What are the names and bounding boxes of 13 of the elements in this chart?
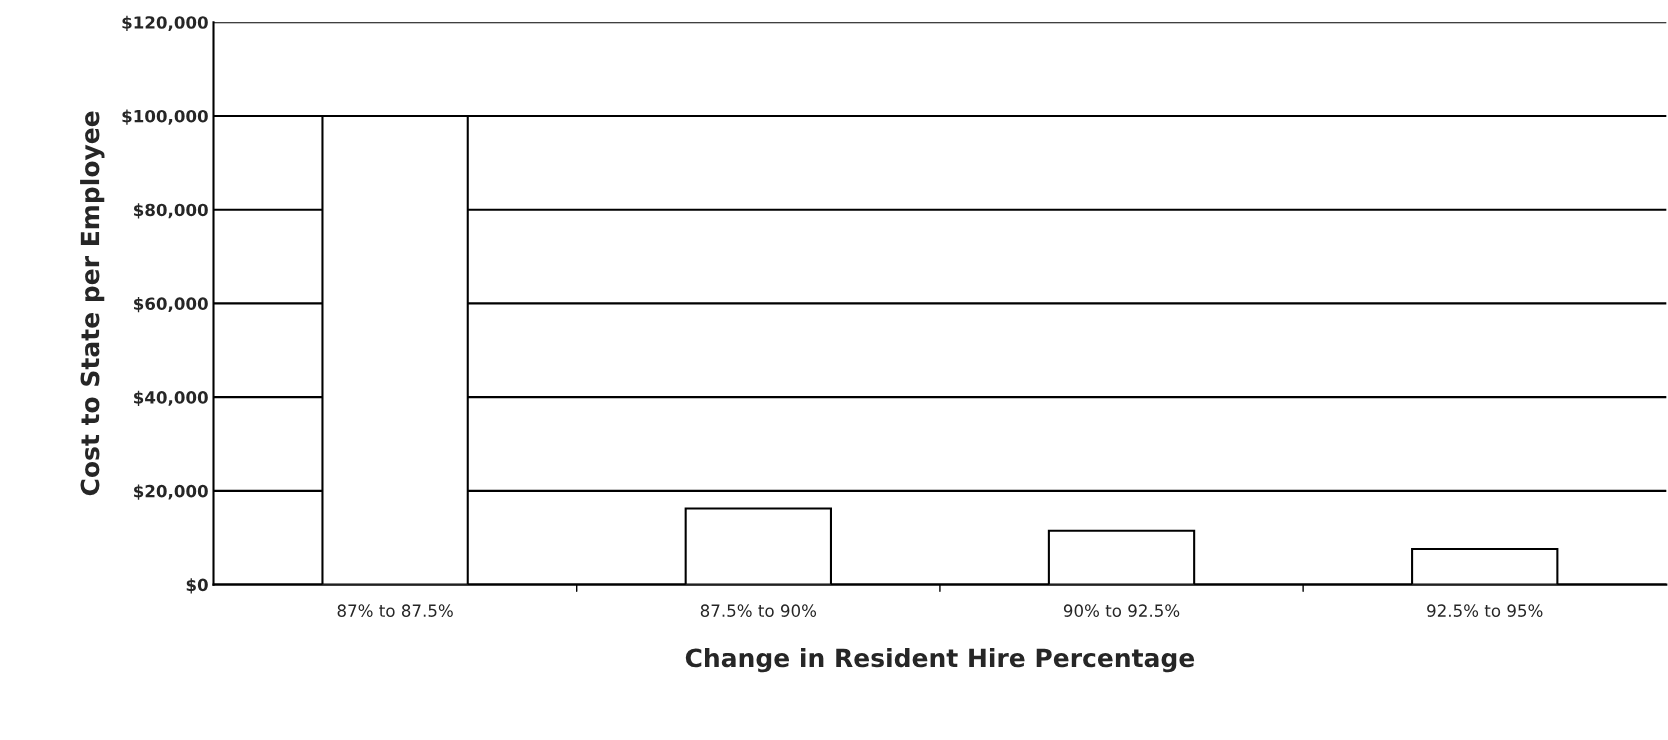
y-tick-label: $40,000	[134, 390, 208, 406]
y-tick-label: $20,000	[134, 484, 208, 500]
y-tick-label: $120,000	[122, 15, 208, 31]
x-tick-label: 87% to 87.5%	[337, 604, 453, 617]
y-tick-label: $80,000	[134, 203, 208, 219]
y-tick-label: $100,000	[122, 109, 208, 125]
y-tick-label: $60,000	[134, 297, 208, 313]
x-tick-label: 90% to 92.5%	[1063, 604, 1180, 617]
x-axis-title: Change in Resident Hire Percentage	[685, 647, 1195, 673]
y-axis-title: Cost to State per Employee	[80, 111, 105, 496]
y-tick-label: $0	[186, 578, 208, 594]
x-tick-label: 92.5% to 95%	[1427, 604, 1543, 617]
x-tick-label: 87.5% to 90%	[700, 604, 817, 617]
